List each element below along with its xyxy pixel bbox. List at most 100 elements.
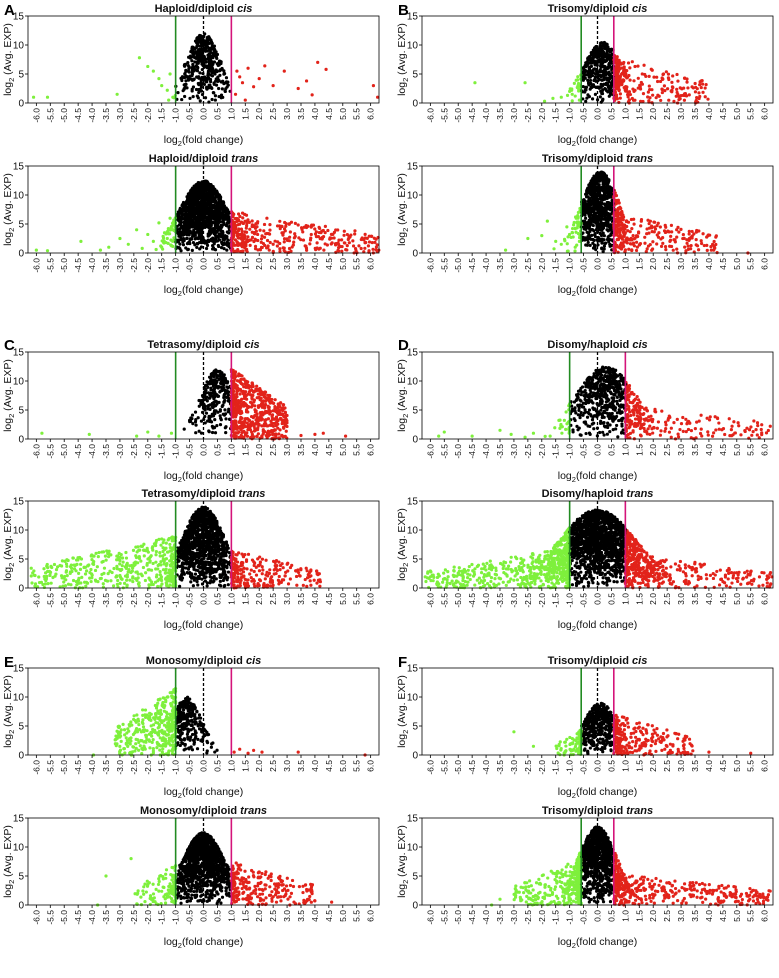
- data-point: [589, 51, 593, 55]
- x-axis-label: log2(fold change): [558, 284, 637, 298]
- data-point: [197, 58, 201, 62]
- data-point: [219, 418, 223, 422]
- data-point: [559, 242, 563, 246]
- data-point: [700, 241, 704, 246]
- data-point: [319, 231, 323, 235]
- data-point: [170, 244, 174, 248]
- data-point: [193, 208, 197, 213]
- data-point: [602, 234, 606, 238]
- plot-title-italic: cis: [632, 3, 647, 15]
- data-point: [608, 203, 612, 208]
- data-point: [248, 243, 252, 247]
- data-point: [591, 241, 595, 245]
- data-point: [585, 204, 589, 209]
- data-point: [168, 72, 172, 76]
- x-tick-label: 0.5: [212, 108, 222, 120]
- data-point: [599, 201, 603, 205]
- data-point: [234, 243, 239, 247]
- data-point: [190, 59, 194, 63]
- data-point: [190, 68, 194, 73]
- data-point: [212, 51, 217, 56]
- data-point: [304, 79, 309, 83]
- data-point: [211, 46, 215, 50]
- data-point: [192, 202, 196, 206]
- data-point: [342, 229, 346, 233]
- data-point: [701, 82, 705, 86]
- data-point: [194, 431, 198, 435]
- data-point: [218, 206, 222, 211]
- data-point: [701, 90, 705, 94]
- data-point: [646, 218, 650, 222]
- data-point: [606, 85, 611, 90]
- x-tick-label: -1.0: [565, 258, 575, 273]
- data-point: [552, 247, 556, 251]
- plot-title: Haploid/diploid trans: [149, 153, 258, 165]
- data-point: [275, 224, 280, 228]
- data-point: [192, 47, 197, 51]
- data-point: [265, 216, 269, 220]
- data-point: [573, 94, 577, 98]
- x-tick-label: 3.5: [296, 258, 306, 270]
- data-point: [246, 235, 250, 239]
- data-point: [205, 42, 209, 46]
- data-point: [218, 423, 223, 427]
- data-point: [196, 187, 200, 191]
- data-point: [218, 408, 222, 412]
- data-point: [604, 59, 608, 63]
- data-point: [633, 88, 637, 92]
- x-tick-label: -1.5: [551, 108, 561, 123]
- data-point: [641, 99, 645, 104]
- data-point: [209, 237, 213, 241]
- data-point: [222, 72, 226, 76]
- x-tick-label: 5.0: [732, 258, 742, 270]
- data-point: [632, 244, 637, 248]
- data-point: [284, 224, 288, 228]
- data-point: [213, 195, 218, 199]
- data-point: [659, 244, 664, 248]
- data-point: [662, 84, 667, 88]
- data-point: [620, 83, 624, 87]
- data-point: [601, 226, 606, 230]
- data-point: [200, 62, 204, 66]
- data-point: [686, 244, 690, 248]
- data-point: [213, 431, 218, 435]
- data-point: [669, 223, 674, 227]
- data-point: [278, 247, 282, 251]
- data-point: [603, 242, 607, 246]
- data-point: [236, 228, 241, 233]
- data-point: [650, 230, 654, 234]
- data-point: [278, 219, 282, 223]
- data-point: [367, 249, 371, 253]
- data-point: [660, 90, 664, 95]
- data-point: [662, 229, 667, 233]
- data-point: [569, 235, 573, 240]
- data-point: [184, 203, 188, 207]
- x-tick-label: -2.5: [523, 108, 533, 123]
- data-point: [563, 239, 567, 243]
- data-point: [221, 412, 225, 416]
- data-point: [337, 238, 341, 242]
- data-point: [503, 248, 508, 252]
- x-tick-label: -5.0: [59, 258, 69, 273]
- data-point: [583, 222, 587, 226]
- data-point: [691, 86, 695, 90]
- data-point: [695, 87, 699, 91]
- plot-title-prefix: Haploid/diploid: [155, 3, 238, 15]
- data-point: [697, 248, 701, 252]
- data-point: [588, 237, 592, 241]
- data-point: [193, 39, 198, 43]
- data-point: [604, 177, 608, 181]
- data-point: [187, 208, 191, 213]
- data-point: [34, 248, 38, 252]
- data-point: [192, 222, 196, 226]
- data-point: [651, 240, 655, 244]
- x-tick-label: 0.0: [199, 258, 209, 270]
- data-point: [669, 234, 673, 238]
- data-point: [600, 241, 604, 245]
- data-point: [206, 407, 210, 411]
- x-tick-label: 4.5: [324, 258, 334, 270]
- data-point: [666, 229, 670, 233]
- data-point: [679, 227, 683, 231]
- data-point: [353, 247, 358, 251]
